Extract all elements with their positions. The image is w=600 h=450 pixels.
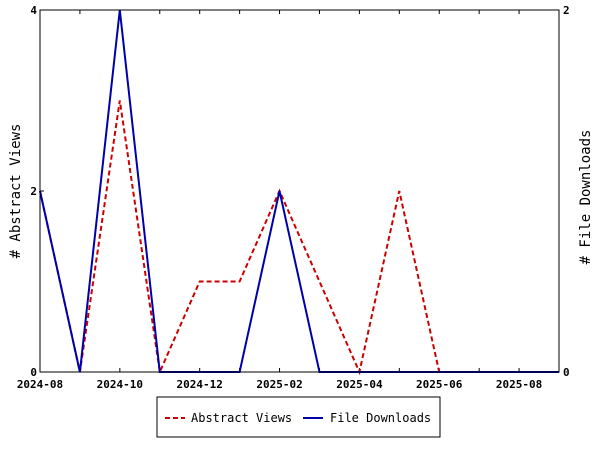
series-line-abstract-views xyxy=(39,100,559,376)
tick-marks xyxy=(39,9,560,373)
legend-label-abstract-views: Abstract Views xyxy=(191,411,292,425)
y-tick-label-left: 4 xyxy=(30,4,37,17)
legend-box xyxy=(156,396,441,438)
x-tick-label: 2024-12 xyxy=(177,378,223,391)
y-tick-label-left: 2 xyxy=(30,185,37,198)
y-axis-label-right: # File Downloads xyxy=(578,130,594,265)
y-tick-label-left: 0 xyxy=(30,366,37,379)
y-tick-label-right: 2 xyxy=(563,4,570,17)
series-layer xyxy=(39,9,559,376)
series-line-file-downloads xyxy=(39,9,559,373)
x-tick-label: 2025-04 xyxy=(336,378,383,391)
legend-label-file-downloads: File Downloads xyxy=(330,411,431,425)
legend: Abstract Views File Downloads xyxy=(156,396,441,438)
plot-area-frame xyxy=(39,9,560,373)
x-tick-label: 2025-08 xyxy=(496,378,542,391)
y-tick-labels-left: 0 2 4 xyxy=(30,4,37,379)
y-tick-label-right: 0 xyxy=(563,366,570,379)
x-tick-label: 2025-06 xyxy=(416,378,463,391)
x-tick-label: 2025-02 xyxy=(256,378,302,391)
x-tick-label: 2024-08 xyxy=(17,378,63,391)
y-axis-label-left: # Abstract Views xyxy=(8,124,24,259)
x-tick-labels: 2024-08 2024-10 2024-12 2025-02 2025-04 2025-… xyxy=(17,378,542,391)
x-tick-label: 2024-10 xyxy=(97,378,143,391)
y-tick-labels-right: 02 xyxy=(563,4,570,379)
